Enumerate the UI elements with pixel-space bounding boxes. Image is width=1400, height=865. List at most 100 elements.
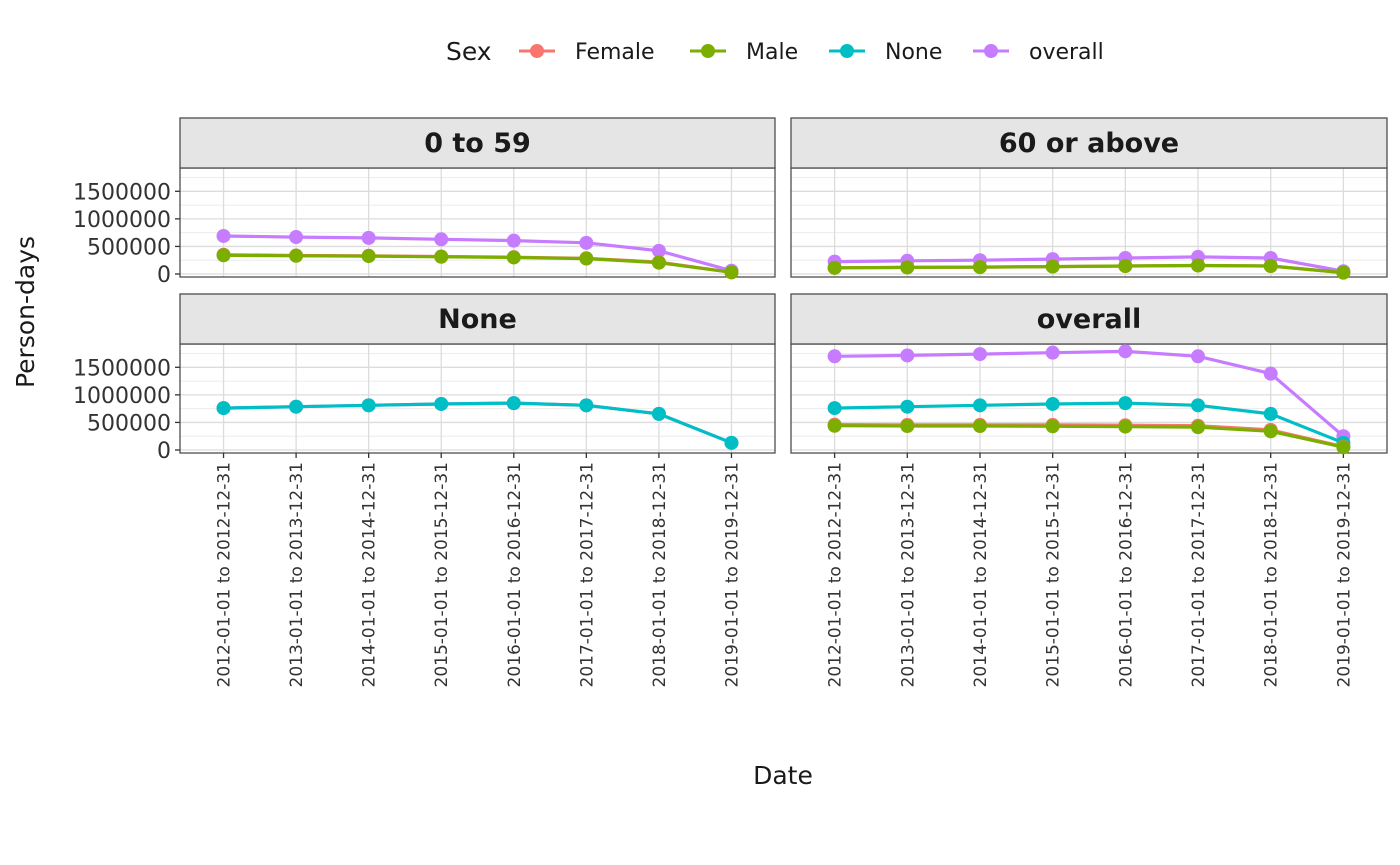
data-point <box>1336 265 1351 280</box>
data-point <box>900 348 915 363</box>
legend-title: Sex <box>446 37 492 66</box>
series-overall <box>827 344 1351 444</box>
panel-60-or-above: 60 or above <box>790 117 1388 280</box>
y-tick-label: 500000 <box>87 235 171 260</box>
y-tick-label: 500000 <box>87 411 171 436</box>
data-point <box>289 230 304 245</box>
y-tick-label: 1500000 <box>73 180 171 205</box>
series-male <box>216 248 739 280</box>
x-tick-label: 2013-01-01 to 2013-12-31 <box>898 462 918 687</box>
legend-label: overall <box>1029 40 1104 65</box>
data-point <box>216 248 231 263</box>
legend-item-overall: overall <box>973 40 1104 65</box>
x-tick-label: 2016-01-01 to 2016-12-31 <box>505 462 525 687</box>
y-tick-label: 1000000 <box>73 384 171 409</box>
data-point <box>216 228 231 243</box>
series-male <box>827 258 1351 280</box>
strip-label: 60 or above <box>999 128 1179 159</box>
data-point <box>506 396 521 411</box>
series-line <box>223 253 732 274</box>
data-point <box>1191 349 1206 364</box>
data-point <box>972 419 987 434</box>
panel-background <box>180 344 775 453</box>
data-point <box>361 249 376 264</box>
legend-item-female: Female <box>519 40 655 65</box>
legend-item-male: Male <box>690 40 798 65</box>
legend: Female Male None overall <box>519 40 1104 65</box>
strip-label: overall <box>1037 304 1142 335</box>
data-point <box>1191 258 1206 273</box>
data-point <box>1263 366 1278 381</box>
data-point <box>361 230 376 245</box>
x-tick-label: 2012-01-01 to 2012-12-31 <box>215 462 235 687</box>
data-point <box>289 399 304 414</box>
data-point <box>1263 259 1278 274</box>
strip-background <box>790 117 1388 169</box>
legend-label: None <box>885 40 942 65</box>
data-point <box>1191 420 1206 435</box>
data-point <box>1336 440 1351 455</box>
data-point <box>651 406 666 421</box>
data-point <box>972 398 987 413</box>
data-point <box>1045 345 1060 360</box>
x-tick-label: 2018-01-01 to 2018-12-31 <box>1262 462 1282 687</box>
x-tick-label: 2016-01-01 to 2016-12-31 <box>1116 462 1136 687</box>
series-line <box>834 263 1344 275</box>
strip-background <box>179 293 776 345</box>
x-tick-label: 2014-01-01 to 2014-12-31 <box>971 462 991 687</box>
strip-label: 0 to 59 <box>424 128 531 159</box>
data-point <box>724 265 739 280</box>
data-point <box>289 248 304 263</box>
legend-key-point <box>701 44 715 58</box>
strip-label: None <box>438 304 517 335</box>
x-tick-label: 2017-01-01 to 2017-12-31 <box>577 462 597 687</box>
data-point <box>827 260 842 275</box>
data-point <box>1118 419 1133 434</box>
x-tick-label: 2019-01-01 to 2019-12-31 <box>722 462 742 687</box>
y-tick-label: 1000000 <box>73 208 171 233</box>
strip-background <box>179 117 776 169</box>
strip-background <box>790 293 1388 345</box>
legend-item-none: None <box>829 40 942 65</box>
y-axis-title: Person-days <box>11 236 40 388</box>
data-point <box>972 260 987 275</box>
data-point <box>1191 398 1206 413</box>
data-point <box>506 233 521 248</box>
series-line <box>834 424 1344 449</box>
y-tick-label: 0 <box>157 439 171 464</box>
legend-label: Male <box>746 40 798 65</box>
data-point <box>651 243 666 258</box>
y-tick-label: 1500000 <box>73 356 171 381</box>
legend-key-point <box>984 44 998 58</box>
series-line <box>223 234 732 273</box>
data-point <box>434 232 449 247</box>
x-tick-label: 2015-01-01 to 2015-12-31 <box>1044 462 1064 687</box>
data-point <box>1045 419 1060 434</box>
panel-background <box>180 168 775 277</box>
series-male <box>827 418 1351 455</box>
x-axis-title: Date <box>753 761 813 790</box>
data-point <box>1118 396 1133 411</box>
data-point <box>579 235 594 250</box>
data-point <box>506 250 521 265</box>
data-point <box>1118 259 1133 274</box>
data-point <box>827 401 842 416</box>
data-point <box>900 419 915 434</box>
data-point <box>827 349 842 364</box>
series-line <box>223 401 733 445</box>
data-point <box>1045 259 1060 274</box>
series-line <box>834 401 1344 445</box>
data-point <box>900 399 915 414</box>
data-point <box>1263 406 1278 421</box>
data-point <box>1045 396 1060 411</box>
x-tick-label: 2018-01-01 to 2018-12-31 <box>650 462 670 687</box>
y-tick-label: 0 <box>157 263 171 288</box>
data-point <box>972 347 987 362</box>
data-point <box>579 251 594 266</box>
data-point <box>651 255 666 270</box>
legend-label: Female <box>575 40 655 65</box>
x-tick-label: 2015-01-01 to 2015-12-31 <box>432 462 452 687</box>
